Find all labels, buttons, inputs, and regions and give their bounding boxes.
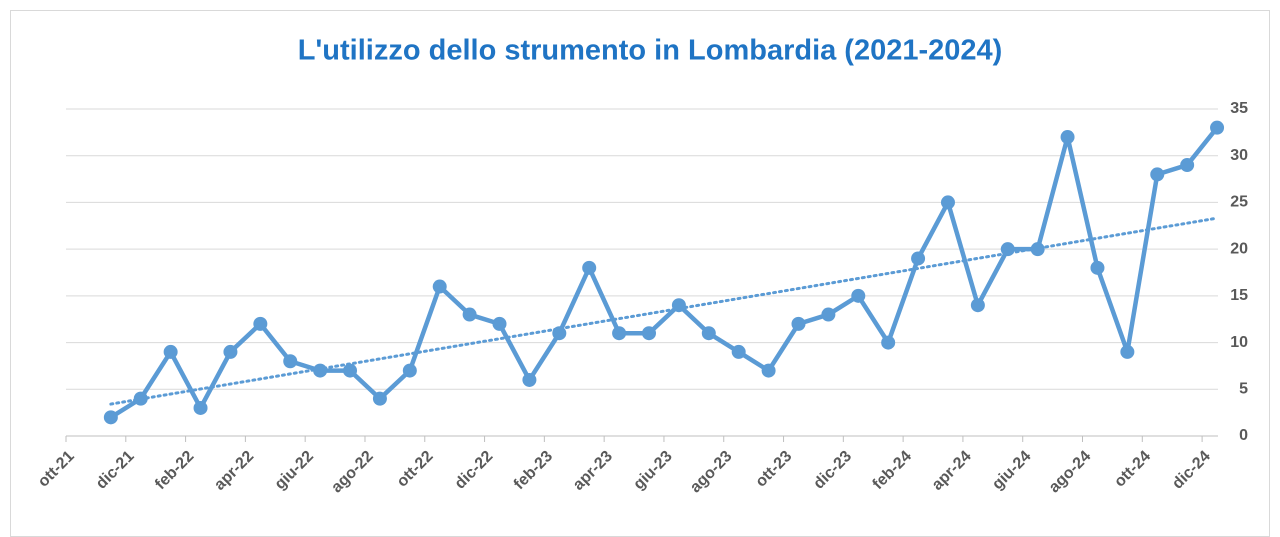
marker (612, 326, 627, 341)
marker (881, 335, 896, 350)
marker (821, 307, 836, 322)
marker (402, 363, 417, 378)
marker (133, 391, 148, 406)
y-tick-label: 35 (1230, 100, 1248, 117)
marker (343, 363, 358, 378)
y-tick-label: 30 (1230, 147, 1248, 164)
marker (731, 344, 746, 359)
marker (642, 326, 656, 341)
marker (671, 298, 686, 313)
marker (582, 260, 597, 275)
marker (432, 279, 447, 294)
y-tick-label: 10 (1230, 334, 1248, 351)
marker (522, 372, 537, 387)
y-tick-label: 15 (1230, 287, 1248, 304)
marker (1120, 344, 1135, 359)
marker (462, 307, 477, 322)
marker (791, 316, 806, 331)
y-tick-label: 20 (1230, 240, 1248, 257)
marker (223, 344, 238, 359)
marker (552, 326, 567, 341)
y-tick-label: 0 (1239, 427, 1248, 444)
marker (970, 298, 985, 313)
marker (1060, 130, 1075, 145)
marker (1180, 158, 1195, 173)
marker (940, 195, 955, 210)
y-tick-label: 25 (1230, 194, 1248, 211)
marker (851, 288, 866, 303)
marker (761, 363, 776, 378)
marker (163, 344, 178, 359)
marker (313, 363, 328, 378)
marker (1210, 120, 1225, 135)
marker (1030, 242, 1045, 257)
marker (193, 400, 208, 415)
chart-border (10, 10, 1270, 537)
marker (1000, 242, 1015, 257)
y-tick-label: 5 (1239, 381, 1248, 398)
marker (1090, 260, 1105, 275)
marker (701, 326, 716, 341)
marker (103, 410, 118, 425)
marker (1150, 167, 1165, 182)
marker (253, 316, 268, 331)
marker (283, 354, 298, 369)
marker (911, 251, 926, 266)
marker (372, 391, 387, 406)
marker (492, 316, 507, 331)
chart-title: L'utilizzo dello strumento in Lombardia … (298, 35, 1003, 67)
